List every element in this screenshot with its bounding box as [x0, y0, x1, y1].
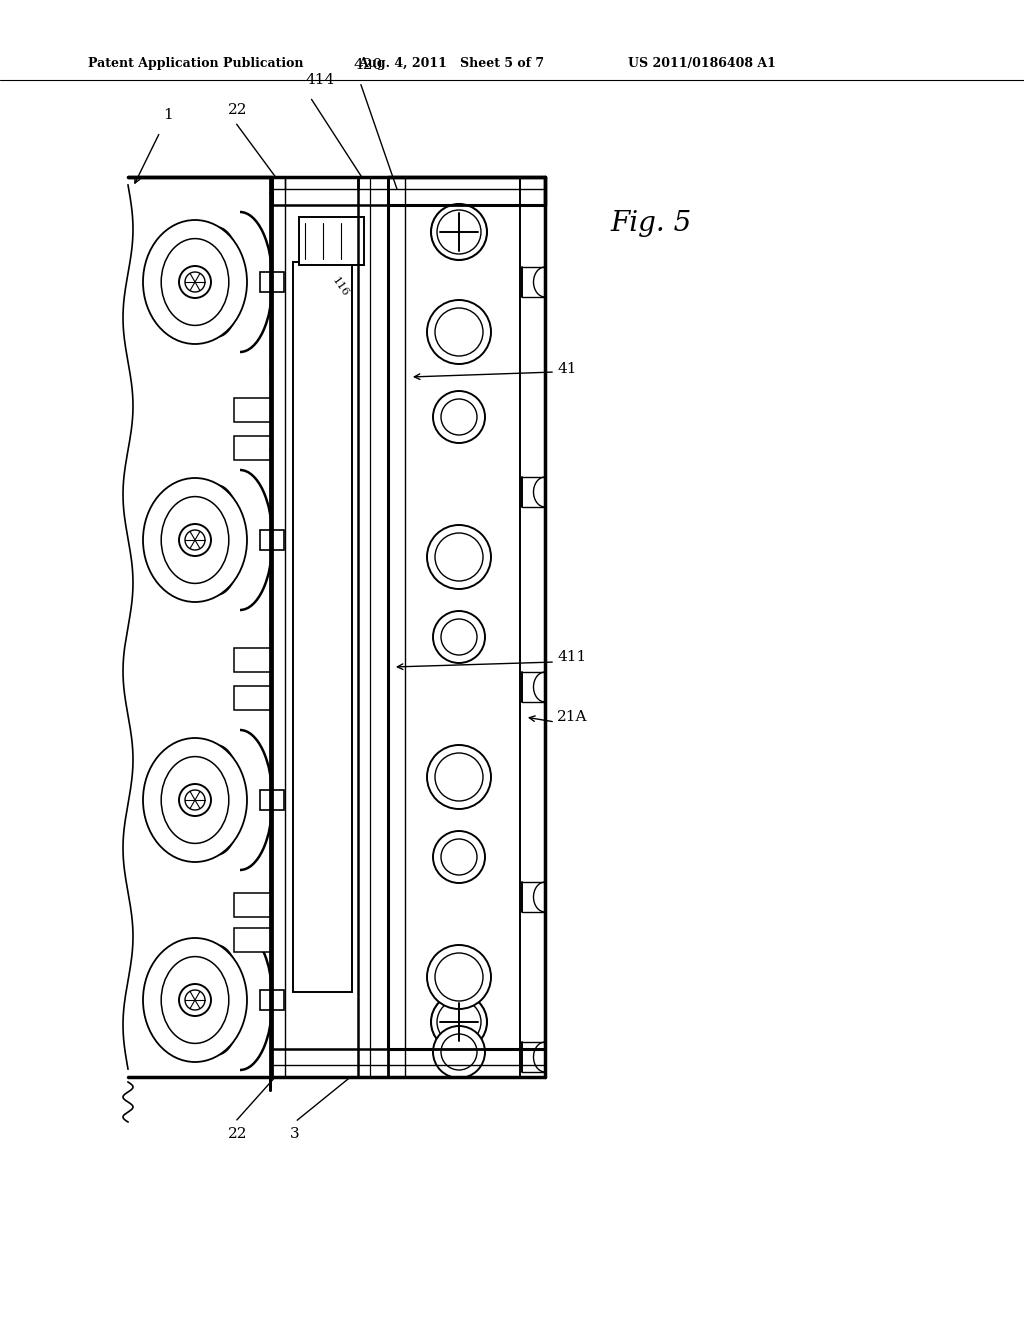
- Circle shape: [179, 784, 211, 816]
- Bar: [299, 216, 364, 265]
- Ellipse shape: [143, 220, 247, 345]
- Bar: [260, 531, 284, 550]
- Circle shape: [427, 300, 490, 364]
- Text: 1: 1: [163, 108, 173, 121]
- Ellipse shape: [161, 239, 228, 326]
- Circle shape: [435, 308, 483, 356]
- Bar: [234, 436, 272, 459]
- Bar: [234, 686, 272, 710]
- Bar: [234, 894, 272, 917]
- Bar: [260, 789, 284, 810]
- Ellipse shape: [161, 957, 228, 1043]
- Ellipse shape: [143, 738, 247, 862]
- Bar: [293, 261, 352, 993]
- Circle shape: [431, 994, 487, 1049]
- Circle shape: [433, 832, 485, 883]
- Circle shape: [179, 524, 211, 556]
- Text: 411: 411: [557, 649, 587, 664]
- Circle shape: [185, 531, 205, 550]
- Ellipse shape: [143, 939, 247, 1063]
- Circle shape: [441, 619, 477, 655]
- Text: 414: 414: [305, 73, 334, 87]
- Circle shape: [441, 1034, 477, 1071]
- Text: Fig. 5: Fig. 5: [610, 210, 691, 238]
- Ellipse shape: [143, 478, 247, 602]
- Bar: [234, 648, 272, 672]
- Bar: [260, 272, 284, 292]
- Circle shape: [437, 210, 481, 253]
- Circle shape: [185, 272, 205, 292]
- Bar: [234, 928, 272, 952]
- Circle shape: [185, 990, 205, 1010]
- Circle shape: [441, 840, 477, 875]
- Circle shape: [179, 267, 211, 298]
- Circle shape: [427, 945, 490, 1008]
- Bar: [260, 990, 284, 1010]
- Text: Aug. 4, 2011   Sheet 5 of 7: Aug. 4, 2011 Sheet 5 of 7: [358, 57, 544, 70]
- Text: 22: 22: [228, 1127, 248, 1140]
- Bar: [234, 399, 272, 422]
- Circle shape: [427, 525, 490, 589]
- Circle shape: [435, 752, 483, 801]
- Circle shape: [433, 391, 485, 444]
- Circle shape: [427, 744, 490, 809]
- Ellipse shape: [161, 756, 228, 843]
- Text: 3: 3: [290, 1127, 300, 1140]
- Circle shape: [435, 953, 483, 1001]
- Circle shape: [437, 1001, 481, 1044]
- Text: US 2011/0186408 A1: US 2011/0186408 A1: [628, 57, 776, 70]
- Text: 21A: 21A: [557, 710, 588, 723]
- Circle shape: [433, 1026, 485, 1078]
- Circle shape: [435, 533, 483, 581]
- Text: Patent Application Publication: Patent Application Publication: [88, 57, 303, 70]
- Circle shape: [441, 399, 477, 436]
- Circle shape: [179, 983, 211, 1016]
- Circle shape: [433, 611, 485, 663]
- Text: 22: 22: [228, 103, 248, 117]
- Bar: [388, 205, 545, 1049]
- Circle shape: [185, 789, 205, 810]
- Circle shape: [431, 205, 487, 260]
- Ellipse shape: [161, 496, 228, 583]
- Text: 420: 420: [353, 58, 382, 73]
- Text: 116: 116: [330, 276, 350, 298]
- Text: 41: 41: [557, 362, 577, 376]
